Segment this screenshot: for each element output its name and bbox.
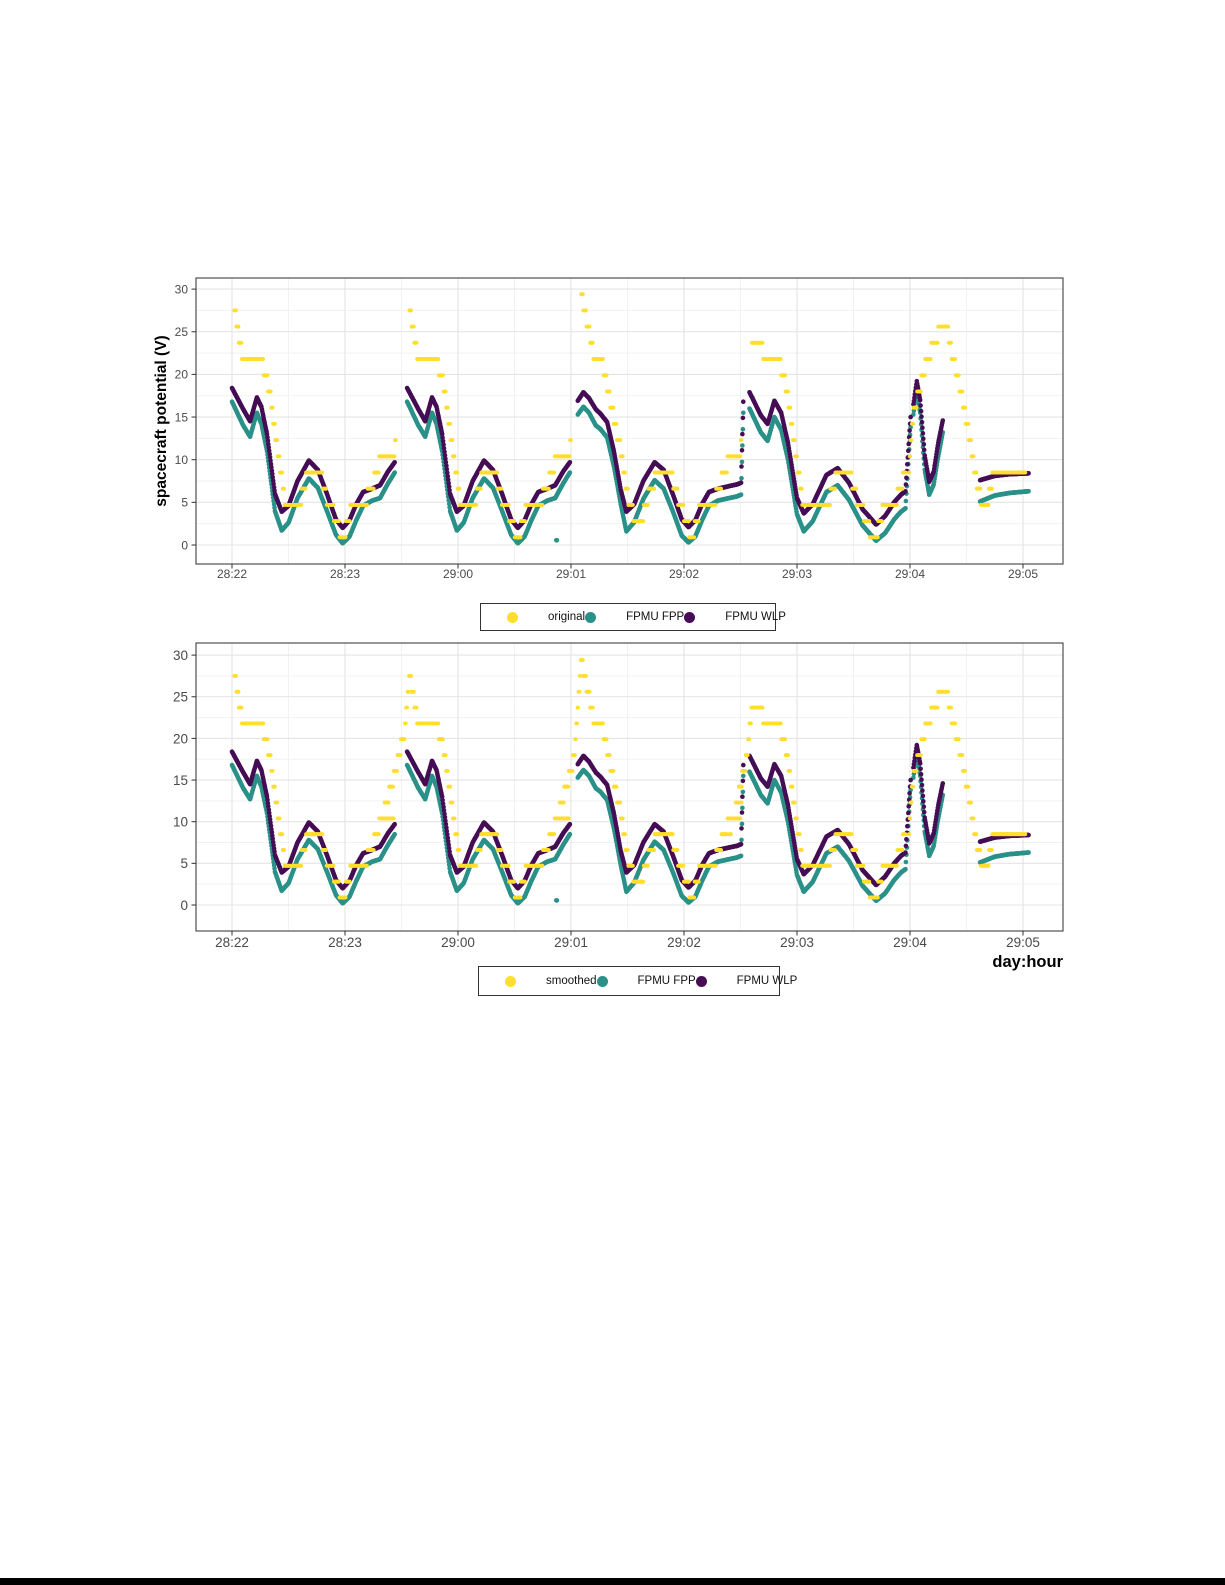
y-tick-label: 5 [181,496,188,510]
legend-dot-icon [507,611,518,623]
x-tick-label: 29:04 [895,567,925,581]
x-tick-label: 28:22 [215,935,249,950]
x-tick-label: 29:00 [443,567,473,581]
x-tick-label: 28:22 [217,567,247,581]
y-tick-label: 5 [180,856,188,871]
x-tick-label: 29:01 [554,935,588,950]
x-tick-label: 29:01 [556,567,586,581]
legend-item-fpmu-fpp: FPMU FPP [596,975,696,987]
legend-dot-icon [505,975,516,987]
legend-label: FPMU FPP [626,611,685,623]
legend-item-smoothed: smoothed [505,975,597,987]
x-tick-label: 29:00 [441,935,475,950]
legend-dot-icon [684,611,696,623]
x-tick-label: 29:02 [667,935,701,950]
y-tick-label: 30 [173,648,188,663]
legend-item-fpmu-wlp: FPMU WLP [695,975,798,987]
y-axis-title: spacecraft potential (V) [153,335,170,506]
legend-label: FPMU WLP [725,611,786,623]
panel-border [195,642,1064,932]
series-original [232,292,1028,540]
x-tick-label: 29:05 [1006,935,1040,950]
y-tick-label: 10 [173,815,188,830]
x-tick-label: 28:23 [330,567,360,581]
legend-item-fpmu-fpp: FPMU FPP [585,611,684,623]
x-tick-label: 29:03 [782,567,812,581]
legend-dot-icon [585,611,597,623]
legend-label: FPMU WLP [736,975,798,987]
x-tick-label: 28:23 [328,935,362,950]
bottom-legend: smoothed FPMU FPP FPMU WLP [478,966,797,996]
y-tick-label: 0 [180,898,188,913]
y-tick-label: 15 [175,410,189,424]
y-tick-label: 20 [173,731,188,746]
y-tick-label: 25 [175,325,189,339]
y-tick-label: 15 [173,773,188,788]
x-tick-label: 29:02 [669,567,699,581]
y-tick-label: 30 [175,282,189,296]
legend-label: smoothed [546,975,597,987]
x-tick-label: 29:04 [893,935,927,950]
top-chart: 28:22 28:23 29:00 29:01 29:02 29:03 29:04 29:05… [153,277,1064,581]
y-tick-label: 25 [173,690,188,705]
top-legend: original FPMU FPP FPMU WLP [480,603,786,631]
legend-label: original [548,611,586,623]
y-tick-label: 10 [175,453,189,467]
x-axis-title: day:hour [992,953,1063,971]
legend-label: FPMU FPP [637,975,696,987]
x-tick-label: 29:03 [780,935,814,950]
panel-border [195,277,1064,565]
series-fpmu-fpp [229,749,1031,906]
legend-dot-icon [596,975,608,987]
bottom-chart: 28:22 28:23 29:00 29:01 29:02 29:03 29:04 29:05… [173,642,1064,971]
y-tick-label: 0 [181,538,188,552]
x-tick-label: 29:05 [1008,567,1038,581]
legend-item-fpmu-wlp: FPMU WLP [684,611,786,623]
legend-item-original: original [507,611,585,623]
footer-bar [0,1578,1225,1585]
y-tick-label: 20 [175,368,189,382]
legend-dot-icon [695,975,707,987]
series-smoothed [232,658,1028,900]
